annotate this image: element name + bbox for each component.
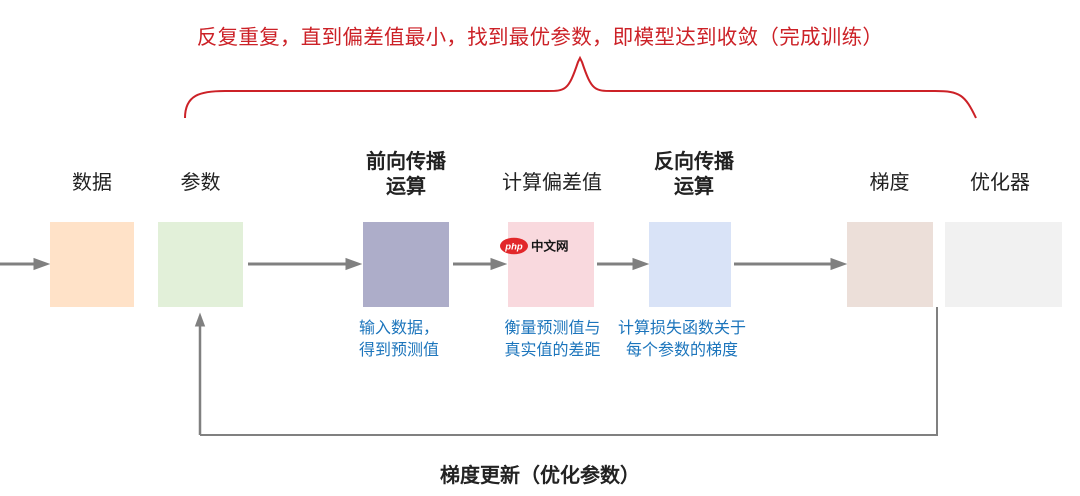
svg-text:php: php	[504, 242, 523, 253]
svg-text:中文网: 中文网	[531, 239, 569, 254]
